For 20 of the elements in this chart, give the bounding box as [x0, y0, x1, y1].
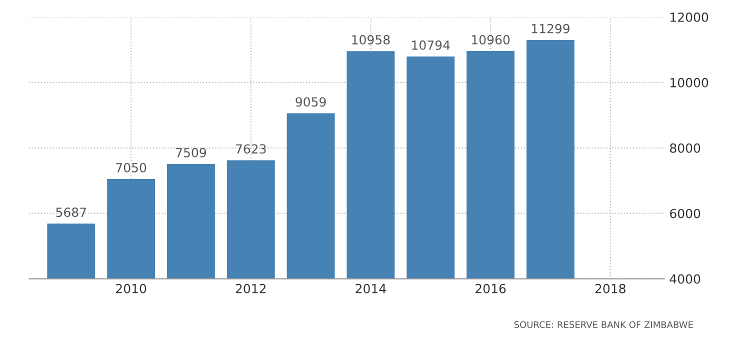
data-label: 7509	[176, 148, 206, 158]
source-note: SOURCE: RESERVE BANK OF ZIMBABWE	[514, 321, 693, 328]
y-tick-label: 10000	[670, 78, 708, 88]
x-tick-label: 2014	[356, 284, 386, 294]
data-label: 11299	[532, 24, 570, 34]
data-label: 10960	[472, 34, 510, 44]
data-label: 9059	[296, 97, 326, 107]
y-tick-label: 4000	[670, 274, 700, 284]
data-label: 5687	[56, 208, 86, 218]
x-tick-label: 2012	[236, 284, 266, 294]
x-tick-label: 2016	[476, 284, 506, 294]
data-label: 7050	[116, 162, 146, 172]
y-tick-label: 12000	[670, 12, 708, 22]
data-label: 10958	[352, 35, 390, 45]
x-tick-label: 2018	[595, 284, 626, 294]
data-label: 10794	[412, 40, 450, 50]
x-tick-label: 2010	[116, 284, 146, 294]
y-tick-label: 6000	[670, 208, 700, 218]
y-tick-label: 8000	[670, 143, 700, 153]
data-label: 7623	[236, 144, 266, 154]
